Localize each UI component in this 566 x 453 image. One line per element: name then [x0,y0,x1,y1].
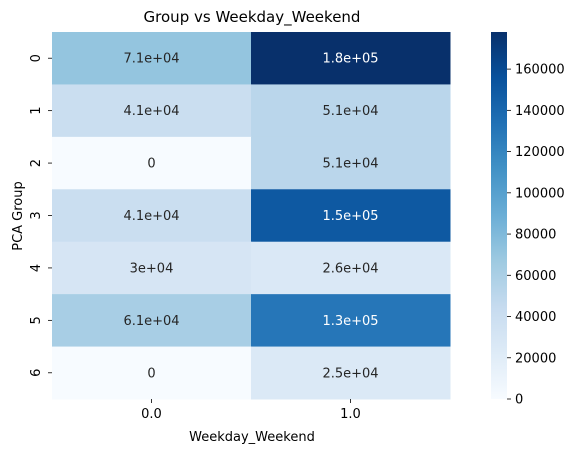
cell-annotation: 2.5e+04 [322,366,378,381]
heatmap-cell [52,294,252,348]
colorbar-tick-label: 40000 [515,310,556,325]
y-tick-label: 5 [29,316,44,324]
heatmap-cell [52,84,252,138]
cell-annotation: 0 [147,157,155,172]
chart-title: Group vs Weekday_Weekend [144,8,361,27]
cell-annotation: 1.3e+05 [322,314,378,329]
colorbar-tick-label: 20000 [515,351,556,366]
heatmap-cell [251,346,451,400]
heatmap-cell [52,136,252,190]
cell-annotation: 1.5e+05 [322,209,378,224]
heatmap-cell [251,294,451,348]
colorbar-tick-label: 100000 [515,186,565,201]
y-axis-label: PCA Group [11,181,26,251]
colorbar-tick-label: 140000 [515,104,565,119]
cell-annotation: 5.1e+04 [322,104,378,119]
colorbar-tick-label: 160000 [515,63,565,78]
y-tick-label: 4 [29,264,44,272]
cell-annotation: 5.1e+04 [322,157,378,172]
heatmap-cell [52,241,252,295]
y-axis-ticks: 0 1 2 3 4 5 6 [29,54,52,377]
cell-annotation: 1.8e+05 [322,52,378,67]
colorbar [491,32,507,399]
x-tick-label: 0.0 [141,407,162,422]
x-axis-ticks: 0.0 1.0 [141,399,361,422]
x-axis-label: Weekday_Weekend [189,430,315,445]
cell-annotation: 2.6e+04 [322,261,378,276]
cell-annotation: 3e+04 [130,261,174,276]
heatmap-cell [251,189,451,243]
y-tick-label: 0 [29,54,44,62]
y-tick-label: 1 [29,107,44,115]
cell-annotation: 0 [147,366,155,381]
heatmap-cell [251,241,451,295]
heatmap-cell [52,32,252,85]
heatmap-cells [52,32,451,400]
cell-annotation: 6.1e+04 [123,314,179,329]
heatmap-cell [52,346,252,400]
y-tick-label: 2 [29,159,44,167]
heatmap-cell [251,32,451,85]
heatmap-cell [251,84,451,138]
colorbar-tick-label: 80000 [515,228,556,243]
colorbar-tick-label: 0 [515,393,523,408]
cell-annotation: 4.1e+04 [123,104,179,119]
colorbar-ticks: 0 20000 40000 60000 80000 100000 120000 140000 1… [507,63,565,408]
heatmap-annotations: 7.1e+04 1.8e+05 4.1e+04 5.1e+04 0 5.1e+04 4.1e… [123,52,378,382]
y-tick-label: 6 [29,369,44,377]
cell-annotation: 7.1e+04 [123,52,179,67]
heatmap-cell [251,136,451,190]
y-tick-label: 3 [29,211,44,219]
colorbar-tick-label: 60000 [515,269,556,284]
x-tick-label: 1.0 [340,407,361,422]
colorbar-tick-label: 120000 [515,145,565,160]
cell-annotation: 4.1e+04 [123,209,179,224]
heatmap-cell [52,189,252,243]
